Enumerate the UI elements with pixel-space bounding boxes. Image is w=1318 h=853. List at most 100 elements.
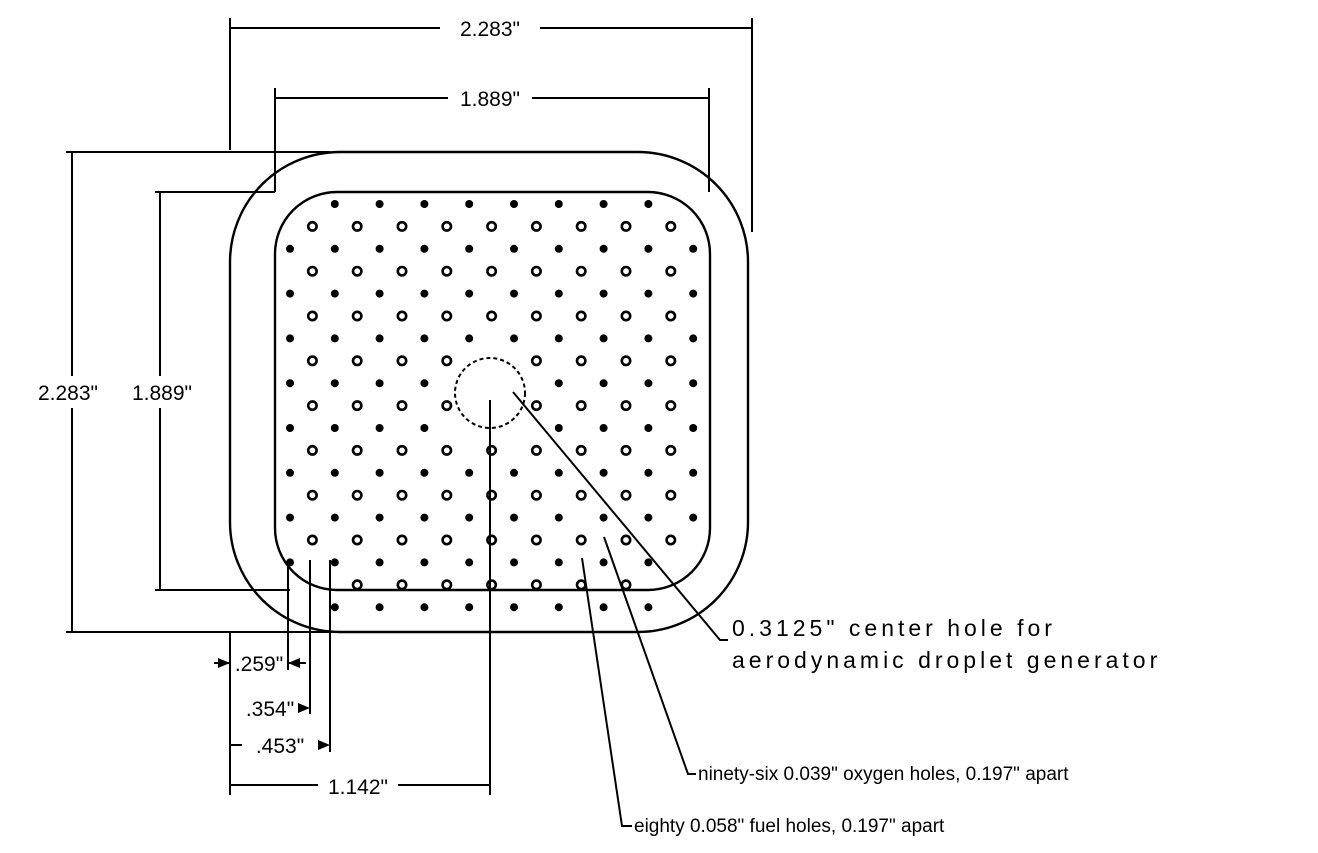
fuel-hole <box>575 400 587 412</box>
oxygen-hole <box>554 289 563 298</box>
offset-2-label: .354" <box>246 698 294 721</box>
fuel-hole <box>351 310 363 322</box>
oxygen-hole <box>644 379 653 388</box>
oxygen-hole <box>644 334 653 343</box>
fuel-hole <box>396 310 408 322</box>
fuel-hole <box>396 400 408 412</box>
center-hole <box>454 357 526 429</box>
fuel-hole <box>306 400 318 412</box>
oxygen-hole <box>510 558 518 567</box>
oxygen-hole <box>465 200 474 208</box>
oxygen-hole <box>330 468 339 477</box>
oxygen-hole <box>554 513 563 522</box>
oxygen-hole <box>554 468 563 477</box>
outer-height-label: 2.283" <box>38 382 98 405</box>
fuel-hole <box>396 534 408 546</box>
oxygen-hole <box>510 334 518 343</box>
oxygen-hole <box>420 603 429 612</box>
fuel-hole <box>486 534 498 546</box>
oxygen-hole <box>465 558 474 567</box>
fuel-hole <box>620 489 632 501</box>
oxygen-hole <box>510 513 518 522</box>
fuel-hole <box>351 355 363 367</box>
fuel-hole <box>396 265 408 277</box>
center-hole-callout-line1: 0.3125" center hole for <box>732 615 1056 641</box>
oxygen-hole <box>689 244 698 253</box>
fuel-hole <box>351 489 363 501</box>
fuel-hole <box>530 310 542 322</box>
fuel-hole <box>665 310 677 322</box>
fuel-hole <box>665 489 677 501</box>
fuel-hole <box>575 534 587 546</box>
inner-height-dimension: 1.889" <box>132 191 290 591</box>
fuel-hole <box>441 400 453 412</box>
fuel-hole <box>665 444 677 456</box>
oxygen-hole <box>599 513 608 522</box>
oxygen-hole <box>286 468 294 477</box>
fuel-hole <box>351 579 363 591</box>
oxygen-hole <box>644 289 653 298</box>
oxygen-hole <box>689 379 698 388</box>
oxygen-hole <box>375 468 384 477</box>
fuel-hole <box>351 534 363 546</box>
oxygen-hole <box>644 244 653 253</box>
fuel-hole <box>575 579 587 591</box>
fuel-hole <box>486 265 498 277</box>
fuel-hole <box>306 355 318 367</box>
fuel-hole <box>665 220 677 232</box>
fuel-hole <box>530 400 542 412</box>
oxygen-holes-callout-text: ninety-six 0.039" oxygen holes, 0.197" a… <box>698 764 1069 785</box>
offset-1-label: .259" <box>235 653 283 676</box>
fuel-hole <box>396 220 408 232</box>
oxygen-hole <box>599 334 608 343</box>
oxygen-hole <box>375 558 384 567</box>
outer-width-dimension: 2.283" <box>229 18 753 232</box>
fuel-hole <box>351 265 363 277</box>
oxygen-holes-callout: ninety-six 0.039" oxygen holes, 0.197" a… <box>603 536 1069 785</box>
oxygen-hole <box>286 379 294 388</box>
fuel-hole <box>620 310 632 322</box>
oxygen-hole <box>330 289 339 298</box>
fuel-hole <box>530 355 542 367</box>
oxygen-hole <box>554 200 563 208</box>
fuel-hole <box>665 265 677 277</box>
oxygen-hole <box>465 334 474 343</box>
outer-height-dimension: 2.283" <box>38 151 490 633</box>
fuel-hole <box>575 220 587 232</box>
fuel-hole <box>306 534 318 546</box>
oxygen-hole <box>286 289 294 298</box>
oxygen-hole <box>689 513 698 522</box>
fuel-hole <box>486 489 498 501</box>
oxygen-hole <box>286 244 294 253</box>
fuel-hole <box>620 534 632 546</box>
outer-width-label: 2.283" <box>460 18 520 41</box>
oxygen-hole <box>644 513 653 522</box>
fuel-hole <box>306 220 318 232</box>
fuel-hole <box>396 579 408 591</box>
offset-center-label: 1.142" <box>328 776 388 799</box>
oxygen-hole <box>644 424 653 432</box>
oxygen-hole <box>420 468 429 477</box>
fuel-hole <box>441 265 453 277</box>
oxygen-hole <box>330 200 339 208</box>
oxygen-hole <box>599 468 608 477</box>
fuel-hole <box>441 444 453 456</box>
fuel-hole <box>530 579 542 591</box>
oxygen-hole <box>375 334 384 343</box>
inner-width-label: 1.889" <box>460 88 520 111</box>
fuel-hole <box>441 355 453 367</box>
fuel-hole <box>575 265 587 277</box>
fuel-hole <box>620 265 632 277</box>
oxygen-hole <box>510 289 518 298</box>
oxygen-hole <box>689 424 698 432</box>
fuel-hole <box>351 400 363 412</box>
oxygen-hole <box>689 468 698 477</box>
fuel-hole <box>396 355 408 367</box>
oxygen-hole <box>330 513 339 522</box>
center-hole-callout-line2: aerodynamic droplet generator <box>732 647 1161 673</box>
oxygen-hole <box>644 200 653 208</box>
fuel-hole <box>665 400 677 412</box>
oxygen-hole <box>554 334 563 343</box>
offset-dimension-1: .259" <box>214 560 306 676</box>
